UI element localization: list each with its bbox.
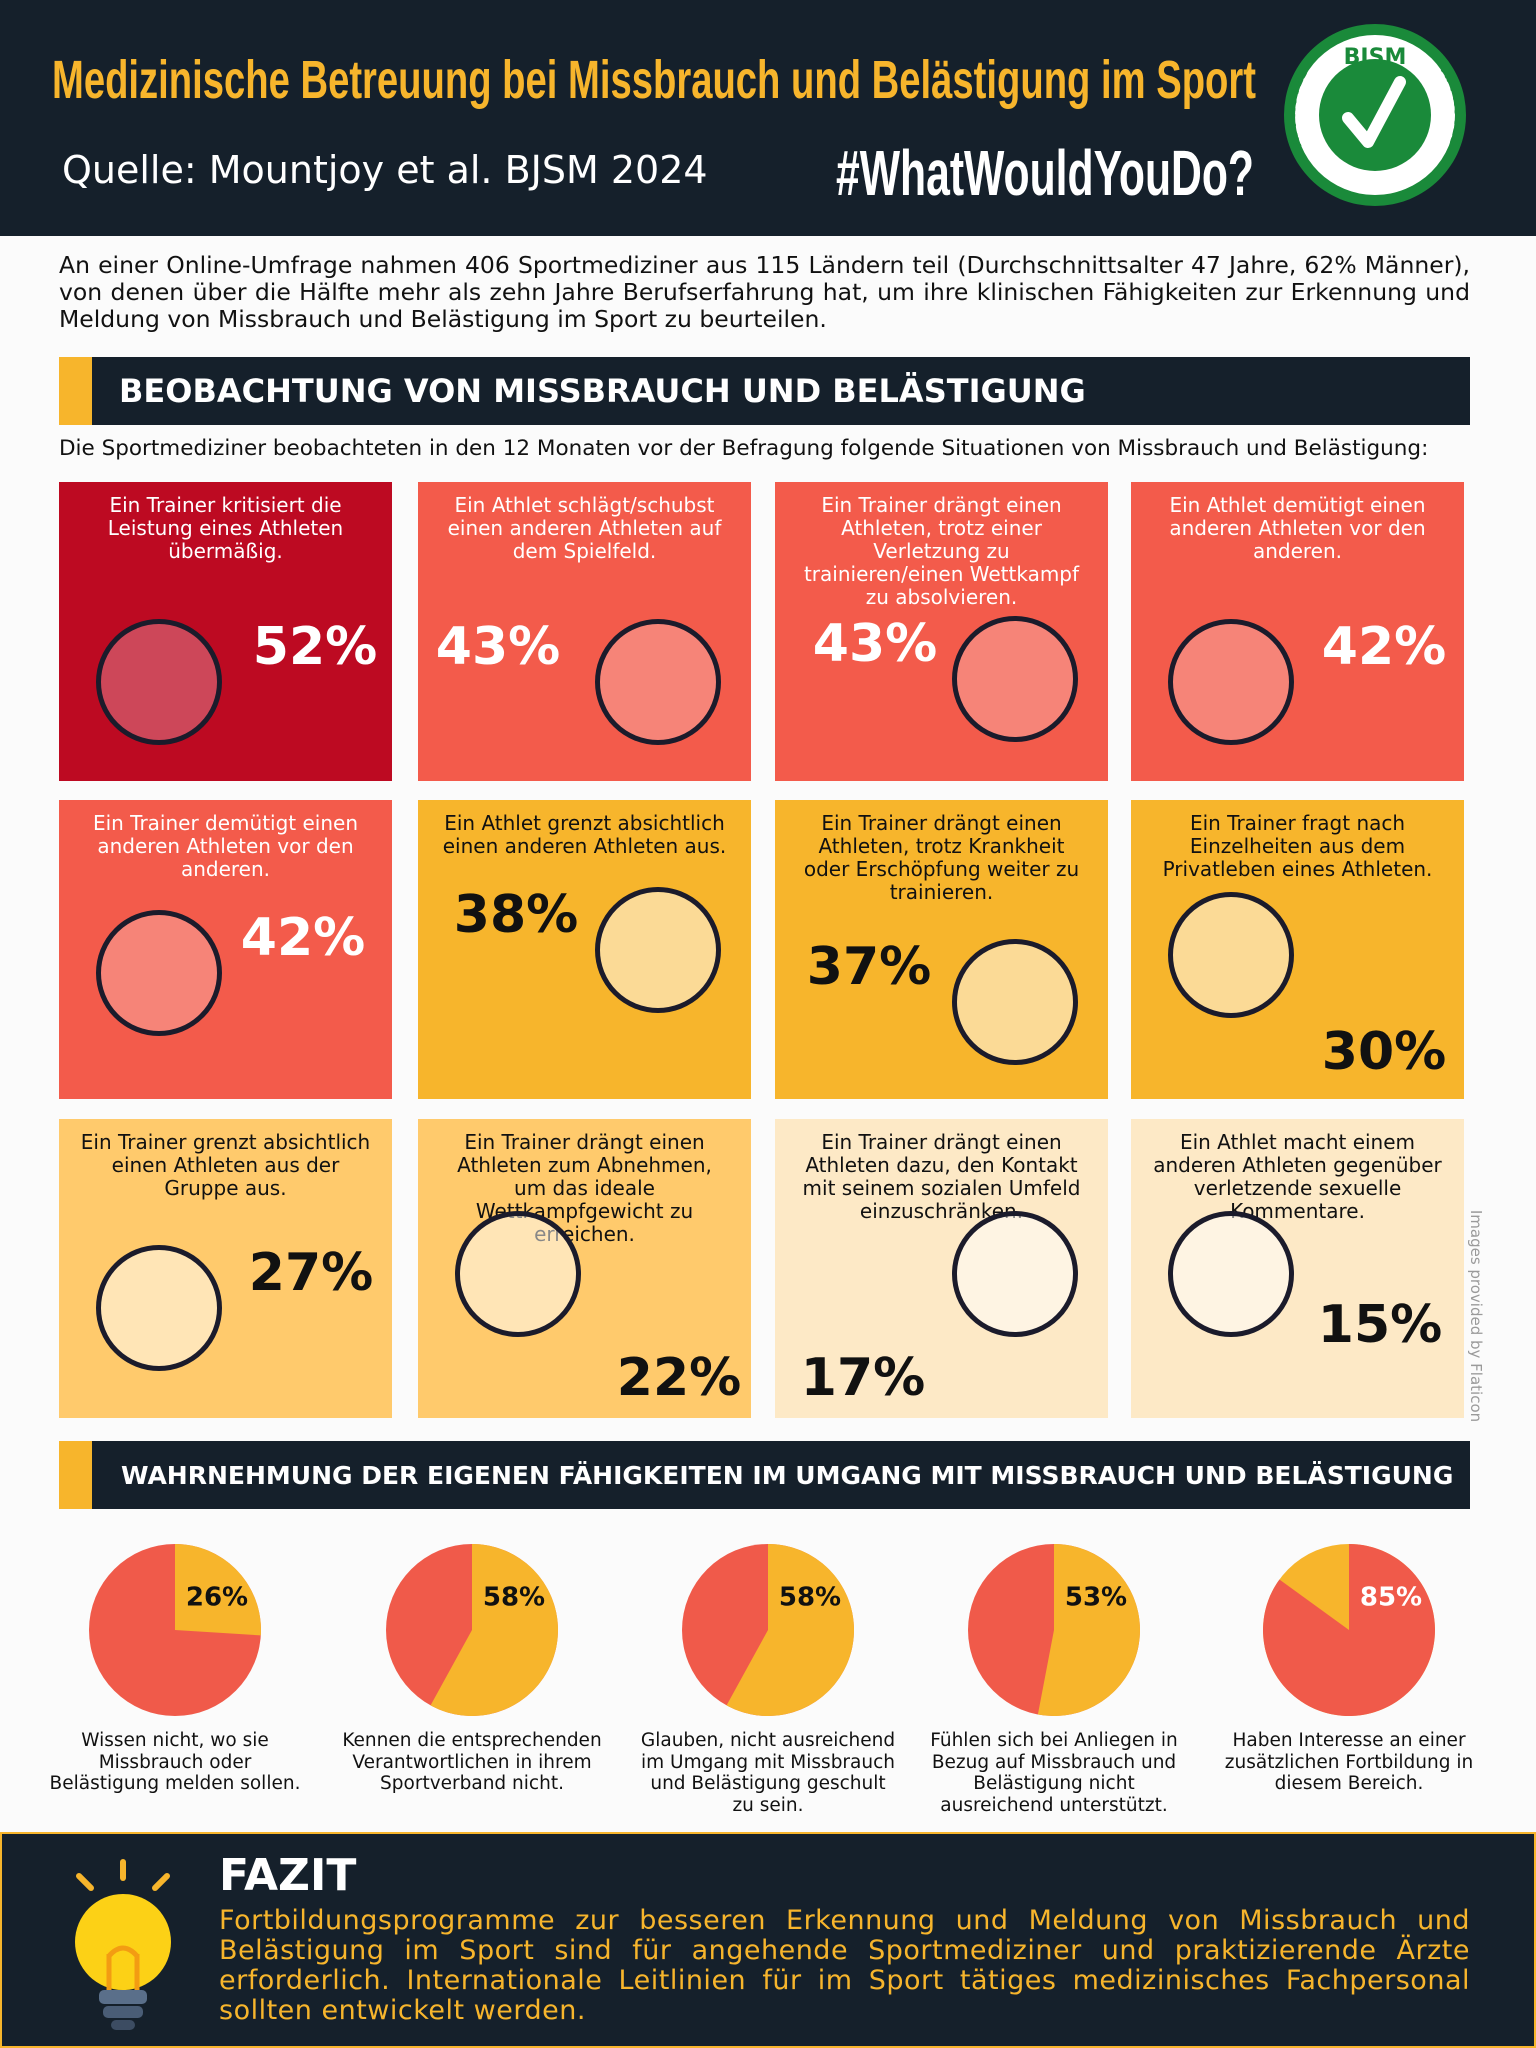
tile: Ein Trainer fragt nach Einzelheiten aus … xyxy=(1131,800,1464,1099)
tile-icon xyxy=(1168,892,1294,1018)
tile-icon xyxy=(96,1245,222,1371)
tile-percent: 42% xyxy=(240,908,366,968)
tile-icon xyxy=(952,616,1078,742)
pie-label: 26% xyxy=(186,1583,248,1613)
tile-percent: 42% xyxy=(1321,617,1447,677)
tile-text: Ein Trainer drängt einen Athleten, trotz… xyxy=(803,811,1080,904)
tile-icon xyxy=(952,1211,1078,1337)
pie-caption: Fühlen sich bei Anliegen in Bezug auf Mi… xyxy=(930,1730,1178,1816)
tile-text: Ein Athlet demütigt einen anderen Athlet… xyxy=(1169,493,1426,563)
bulb-base xyxy=(111,2020,135,2030)
tile-icon xyxy=(1168,619,1294,745)
header: Medizinische Betreuung bei Missbrauch un… xyxy=(0,0,1536,236)
banner-stripe xyxy=(59,1441,92,1509)
tile-percent: 17% xyxy=(800,1348,926,1408)
tile-percent: 38% xyxy=(453,885,579,945)
intro: An einer Online-Umfrage nahmen 406 Sport… xyxy=(59,251,1470,333)
ray xyxy=(76,1873,94,1891)
tile-text: Ein Athlet schlägt/schubst einen anderen… xyxy=(447,493,722,563)
source: Quelle: Mountjoy et al. BJSM 2024 xyxy=(62,148,708,192)
tile-icon xyxy=(455,1211,581,1337)
pie-slice xyxy=(1263,1544,1435,1716)
pie-label: 85% xyxy=(1360,1583,1422,1613)
pie-slice xyxy=(726,1544,854,1716)
pie-slice xyxy=(430,1544,558,1716)
pie-slice xyxy=(175,1544,261,1636)
tile-icon xyxy=(952,939,1078,1065)
image-credit: Images provided by Flaticon xyxy=(1467,1209,1485,1423)
tile-text: Ein Trainer drängt einen Athleten, trotz… xyxy=(803,493,1080,609)
tile-icon xyxy=(595,887,721,1013)
section-title: WAHRNEHMUNG DER EIGENEN FÄHIGKEITEN IM U… xyxy=(121,1460,1454,1490)
filament xyxy=(106,1945,140,1990)
conclusion-title: FAZIT xyxy=(219,1850,357,1901)
tile-text: Ein Athlet macht einem anderen Athleten … xyxy=(1153,1130,1442,1223)
tile-icon xyxy=(595,619,721,745)
tile-text: Ein Trainer demütigt einen anderen Athle… xyxy=(92,811,359,881)
tile-percent: 22% xyxy=(616,1348,742,1408)
title: Medizinische Betreuung bei Missbrauch un… xyxy=(52,50,1256,110)
badge-check xyxy=(1342,76,1406,148)
pie-caption: Haben Interesse an einer zusätzlichen Fo… xyxy=(1224,1730,1474,1794)
lightbulb-icon xyxy=(75,1859,171,2030)
tile: Ein Trainer drängt einen Athleten dazu, … xyxy=(775,1119,1108,1418)
tile: Ein Athlet grenzt absichtlich einen ande… xyxy=(418,800,751,1099)
pie-caption: Glauben, nicht ausreichend im Umgang mit… xyxy=(640,1730,896,1816)
tile: Ein Trainer demütigt einen anderen Athle… xyxy=(59,800,392,1099)
tile-percent: 52% xyxy=(252,617,378,677)
pie-label: 58% xyxy=(779,1583,841,1613)
section-banner: BEOBACHTUNG VON MISSBRAUCH UND BELÄSTIGU… xyxy=(59,357,1470,425)
tile-text: Ein Trainer fragt nach Einzelheiten aus … xyxy=(1162,811,1433,881)
pie-row: 26% 58% 58% 53% 85% xyxy=(89,1544,1435,1716)
tile-text: Ein Trainer drängt einen Athleten dazu, … xyxy=(802,1130,1081,1223)
tile: Ein Trainer kritisiert die Leistung eine… xyxy=(59,482,392,781)
section-banner: WAHRNEHMUNG DER EIGENEN FÄHIGKEITEN IM U… xyxy=(59,1441,1470,1509)
pie-label: 53% xyxy=(1065,1583,1127,1613)
pie-caption: Kennen die entsprechenden Verantwortlich… xyxy=(342,1730,602,1794)
tile: Ein Trainer drängt einen Athleten, trotz… xyxy=(775,800,1108,1099)
tile-percent: 43% xyxy=(812,614,938,674)
banner-stripe xyxy=(59,357,92,425)
bulb-base xyxy=(99,1990,147,2004)
tile-icon xyxy=(96,910,222,1036)
hashtag: #WhatWouldYouDo? xyxy=(836,137,1254,209)
pie-label: 58% xyxy=(483,1583,545,1613)
tile: Ein Trainer drängt einen Athleten zum Ab… xyxy=(418,1119,751,1418)
tile: Ein Trainer grenzt absichtlich einen Ath… xyxy=(59,1119,392,1418)
bulb-base xyxy=(103,2006,143,2018)
tile-percent: 30% xyxy=(1321,1022,1447,1082)
section-subtitle: Die Sportmediziner beobachteten in den 1… xyxy=(59,436,1429,461)
tile: Ein Athlet macht einem anderen Athleten … xyxy=(1131,1119,1464,1418)
conclusion-box xyxy=(0,1832,1536,2048)
tile-percent: 15% xyxy=(1317,1295,1443,1355)
tile-percent: 27% xyxy=(248,1243,374,1303)
badge-top: BJSM xyxy=(1344,45,1407,70)
pie-caption: Wissen nicht, wo sie Missbrauch oder Bel… xyxy=(49,1730,301,1794)
tile-text: Ein Athlet grenzt absichtlich einen ande… xyxy=(442,811,727,858)
tile: Ein Athlet demütigt einen anderen Athlet… xyxy=(1131,482,1464,781)
tile-icon xyxy=(96,619,222,745)
badge-inner xyxy=(1319,59,1431,171)
tile-percent: 37% xyxy=(806,937,932,997)
tile-text: Ein Trainer grenzt absichtlich einen Ath… xyxy=(80,1130,371,1200)
tile-text: Ein Trainer kritisiert die Leistung eine… xyxy=(107,493,344,563)
bulb xyxy=(75,1894,171,1990)
tile: Ein Athlet schlägt/schubst einen anderen… xyxy=(418,482,751,781)
conclusion-text: Fortbildungsprogramme zur besseren Erken… xyxy=(219,1905,1470,2026)
pie-slice xyxy=(1037,1544,1140,1716)
tile-icon xyxy=(1168,1211,1294,1337)
tile-percent: 43% xyxy=(435,617,561,677)
tile: Ein Trainer drängt einen Athleten, trotz… xyxy=(775,482,1108,781)
header-background xyxy=(0,0,1536,236)
section-title: BEOBACHTUNG VON MISSBRAUCH UND BELÄSTIGU… xyxy=(119,372,1086,410)
ray xyxy=(152,1873,170,1891)
